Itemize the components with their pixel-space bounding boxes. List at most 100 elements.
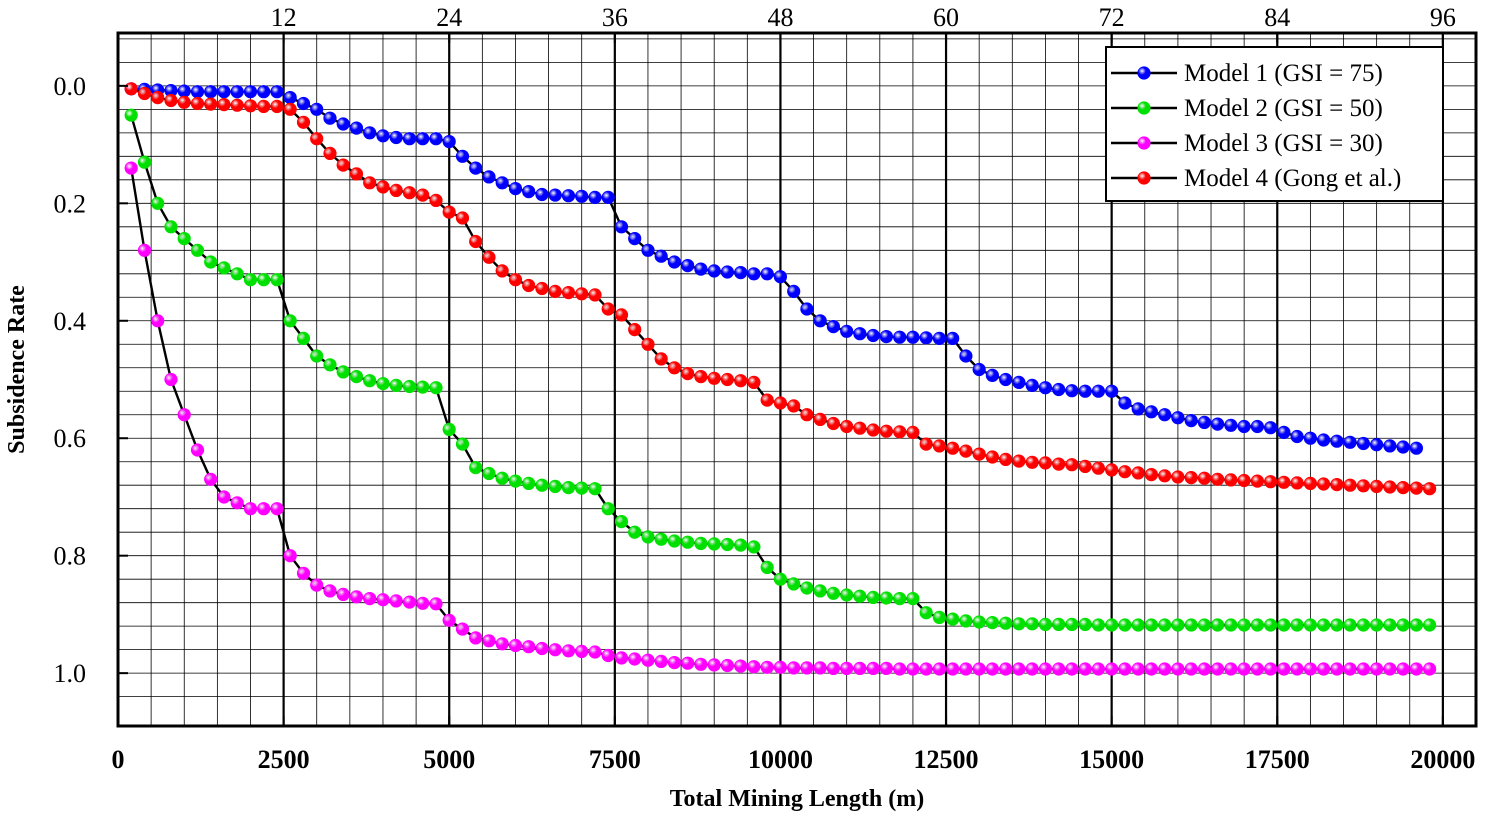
data-point xyxy=(919,331,933,345)
data-point xyxy=(283,90,297,105)
data-point xyxy=(985,450,1000,464)
data-point xyxy=(508,638,523,653)
data-point xyxy=(1422,662,1437,676)
data-point xyxy=(906,662,920,676)
data-point xyxy=(641,243,655,257)
data-point xyxy=(1012,662,1026,676)
data-point xyxy=(575,189,589,203)
data-point xyxy=(720,658,735,673)
data-point xyxy=(720,372,735,387)
data-point xyxy=(336,158,350,172)
data-point xyxy=(1356,436,1370,451)
data-point xyxy=(1184,618,1198,632)
data-point xyxy=(826,586,841,600)
data-point xyxy=(1065,384,1079,398)
data-point xyxy=(681,535,695,549)
data-point xyxy=(1330,662,1344,676)
data-point xyxy=(588,645,602,659)
data-point xyxy=(1131,618,1145,632)
data-point xyxy=(694,370,708,384)
legend-marker xyxy=(1137,66,1151,80)
data-point xyxy=(376,129,390,143)
data-point xyxy=(1197,471,1211,485)
series-layer xyxy=(124,82,1437,676)
data-point xyxy=(1184,662,1198,676)
data-point xyxy=(840,588,854,602)
data-point xyxy=(734,266,748,280)
data-point xyxy=(999,452,1013,467)
data-point xyxy=(1025,455,1039,469)
data-point xyxy=(296,96,311,111)
top-tick-label: 24 xyxy=(436,3,462,32)
data-point xyxy=(734,374,748,388)
data-point xyxy=(1396,618,1410,632)
data-point xyxy=(429,193,443,207)
data-point xyxy=(1369,618,1384,632)
data-point xyxy=(654,532,668,546)
data-point xyxy=(919,606,933,620)
data-point xyxy=(416,132,430,146)
data-point xyxy=(402,186,417,200)
data-point xyxy=(124,161,138,175)
data-point xyxy=(1210,472,1225,486)
data-point xyxy=(190,243,205,257)
data-point xyxy=(1184,414,1198,428)
data-point xyxy=(363,126,377,140)
legend-label: Model 3 (GSI = 30) xyxy=(1184,130,1383,157)
data-point xyxy=(694,262,708,276)
data-point xyxy=(853,589,867,603)
data-point xyxy=(1038,662,1052,676)
y-tick-label: 0.0 xyxy=(54,72,87,101)
data-point xyxy=(522,185,536,199)
data-point xyxy=(1158,408,1172,422)
data-point xyxy=(747,375,761,390)
data-point xyxy=(1303,662,1317,676)
data-point xyxy=(508,273,523,287)
data-point xyxy=(959,444,973,458)
data-point xyxy=(840,419,854,434)
data-point xyxy=(310,132,324,146)
data-point xyxy=(349,167,364,181)
data-point xyxy=(800,661,814,675)
data-point xyxy=(1356,618,1370,632)
data-point xyxy=(522,640,536,654)
data-point xyxy=(667,361,682,375)
data-point xyxy=(469,631,483,645)
data-point xyxy=(177,84,191,98)
data-point xyxy=(137,155,152,169)
data-point xyxy=(601,648,615,663)
data-point xyxy=(1369,438,1384,452)
data-point xyxy=(667,255,682,269)
data-point xyxy=(1025,617,1039,631)
data-point xyxy=(1131,466,1145,480)
data-point xyxy=(1038,617,1052,632)
data-point xyxy=(1118,618,1132,632)
data-point xyxy=(1343,478,1357,492)
data-point xyxy=(787,661,801,675)
data-point xyxy=(1396,662,1410,676)
data-point xyxy=(455,622,470,636)
data-point xyxy=(429,132,443,146)
data-point xyxy=(694,657,708,671)
data-point xyxy=(230,85,244,99)
data-point xyxy=(972,447,986,461)
data-point xyxy=(402,595,417,609)
data-point xyxy=(826,661,841,676)
data-point xyxy=(1052,382,1066,397)
data-point xyxy=(614,651,629,665)
data-point xyxy=(853,327,867,341)
data-point xyxy=(813,584,827,598)
data-point xyxy=(1396,481,1410,495)
data-point xyxy=(946,441,960,455)
data-point xyxy=(972,615,986,629)
data-point xyxy=(1409,481,1423,495)
data-point xyxy=(376,180,390,194)
data-point xyxy=(323,358,337,372)
data-point xyxy=(813,661,827,675)
data-point xyxy=(1131,402,1145,416)
x-tick-label: 15000 xyxy=(1079,745,1144,774)
data-point xyxy=(204,97,218,111)
data-point xyxy=(1144,662,1158,676)
data-point xyxy=(1290,662,1304,676)
